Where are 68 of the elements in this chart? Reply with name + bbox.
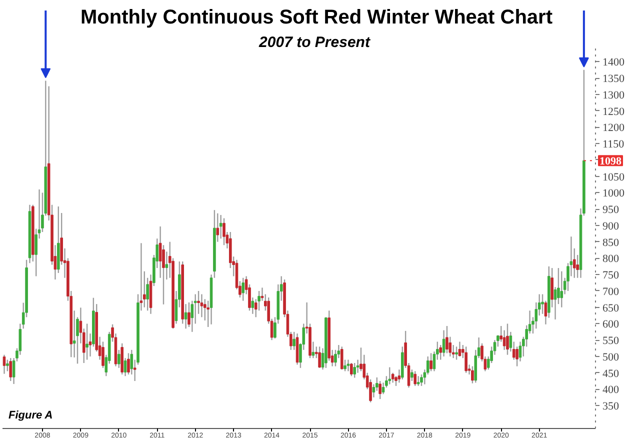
y-tick-label: 650 — [602, 302, 620, 314]
candlestick — [442, 330, 446, 358]
candlestick — [222, 218, 226, 246]
y-tick-label: 1300 — [602, 89, 625, 102]
candlestick — [86, 323, 88, 360]
candlestick — [356, 359, 360, 374]
candlestick — [464, 346, 468, 374]
candlestick — [9, 357, 12, 382]
candlestick — [340, 346, 344, 370]
candlestick — [197, 290, 200, 314]
y-tick-label: 850 — [602, 236, 620, 249]
y-tick-label: 1350 — [602, 73, 625, 86]
candlestick — [344, 359, 346, 372]
candlestick — [312, 341, 315, 359]
y-tick-label: 600 — [602, 318, 620, 331]
candlestick — [2, 354, 6, 374]
candlestick — [219, 214, 222, 240]
candlestick — [502, 330, 506, 351]
y-tick-label: 1200 — [602, 122, 625, 134]
y-tick-label: 700 — [602, 286, 620, 298]
chart-title: Monthly Continuous Soft Red Winter Wheat Chart — [80, 6, 553, 29]
candlestick — [124, 357, 127, 377]
candlestick — [506, 323, 509, 356]
y-tick-label: 1250 — [602, 106, 625, 118]
y-tick-label: 750 — [602, 270, 620, 282]
candlestick — [560, 270, 564, 308]
y-tick-label: 500 — [602, 351, 620, 364]
y-tick-label: 350 — [602, 400, 620, 413]
chart-subtitle: 2007 to Present — [258, 34, 371, 52]
candlestick — [353, 362, 356, 378]
y-tick-label: 950 — [602, 204, 620, 216]
candlestick — [242, 277, 245, 302]
y-tick-label: 550 — [602, 335, 620, 348]
candlestick — [446, 325, 448, 354]
candlestick — [388, 366, 392, 385]
candlestick — [318, 346, 321, 369]
candlestick — [455, 346, 458, 360]
candlestick — [334, 349, 337, 367]
candlestick — [200, 294, 204, 318]
candlestick — [439, 344, 442, 360]
y-tick-label: 900 — [602, 220, 620, 232]
candlestick — [410, 368, 414, 382]
candlestick — [251, 296, 254, 314]
y-tick-label: 1050 — [602, 171, 625, 184]
candlestick — [6, 359, 9, 372]
y-tick-label: 1400 — [602, 56, 625, 69]
y-tick-label: 800 — [602, 253, 620, 266]
candlestick — [216, 212, 220, 242]
candlestick — [471, 366, 474, 384]
y-tick-label: 400 — [602, 384, 620, 396]
candlestick — [416, 376, 420, 387]
y-tick-label: 1150 — [602, 138, 625, 151]
candlestick — [420, 374, 423, 387]
candlestick — [188, 302, 190, 328]
candlestick — [118, 349, 120, 369]
candlestick — [458, 341, 462, 358]
candlestick — [430, 352, 432, 372]
candlestick — [184, 303, 188, 330]
annotation: Figure A — [8, 409, 53, 422]
y-tick-label: 450 — [602, 368, 620, 380]
candlestick — [346, 359, 350, 372]
candlestick — [414, 370, 417, 387]
candlestick — [292, 331, 296, 351]
candlestick — [378, 380, 382, 400]
candlestick — [350, 362, 353, 377]
candlestick — [127, 352, 130, 376]
annotation: 1098 — [600, 156, 622, 168]
y-tick-label: 1000 — [602, 188, 625, 200]
